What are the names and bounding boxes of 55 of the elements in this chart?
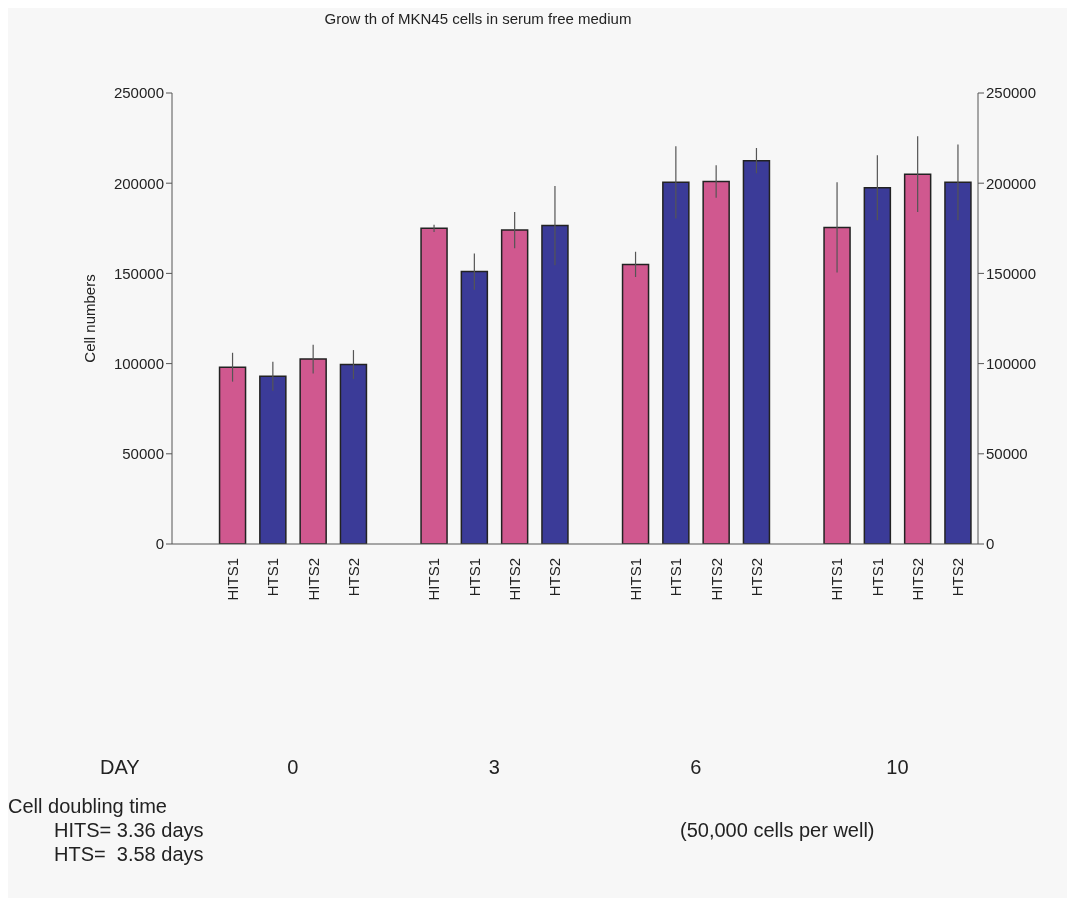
y-tick-label: 200000 <box>113 174 164 192</box>
text: Cell doubling time <box>8 795 167 818</box>
text: 3 <box>487 756 501 779</box>
y2-tick-label: 100000 <box>986 354 1037 372</box>
text: (50,000 cells per well) <box>680 819 875 842</box>
x-tick-label: HTS2 <box>747 558 765 597</box>
y-tick-label: 0 <box>155 535 164 553</box>
bar <box>541 224 569 544</box>
y2-tick-label: 250000 <box>986 84 1037 102</box>
y2-tick-label: 150000 <box>986 264 1037 282</box>
x-tick-label: HITS2 <box>506 558 524 601</box>
bar <box>299 358 327 544</box>
bar <box>823 226 851 544</box>
bar <box>500 229 529 544</box>
chart-title: Grow th of MKN45 cells in serum free medium <box>323 10 633 27</box>
text: DAY <box>100 756 140 779</box>
y-axis-title: Cell numbers <box>81 274 99 363</box>
x-tick-label: HITS1 <box>828 558 846 601</box>
bar <box>259 375 287 544</box>
bar <box>903 173 932 544</box>
x-tick-label: HTS2 <box>344 558 362 597</box>
x-tick-label: HTS1 <box>868 558 886 597</box>
y2-tick-label: 50000 <box>986 445 1028 463</box>
x-tick-label: HITS2 <box>909 558 927 601</box>
y-tick-label: 250000 <box>113 84 164 102</box>
y2-tick-label: 200000 <box>986 174 1037 192</box>
x-tick-label: HITS2 <box>707 558 725 601</box>
text: 10 <box>885 756 910 779</box>
bar <box>944 181 972 544</box>
x-tick-label: HITS1 <box>425 558 443 601</box>
bar <box>339 363 368 544</box>
x-tick-label: HTS1 <box>465 558 483 597</box>
text: 6 <box>689 756 703 779</box>
text: HTS= 3.58 days <box>54 843 204 866</box>
x-tick-label: HITS2 <box>304 558 322 601</box>
x-tick-label: HTS2 <box>546 558 564 597</box>
text: HITS= 3.36 days <box>54 819 204 842</box>
x-tick-label: HTS1 <box>264 558 282 597</box>
bar <box>702 180 730 544</box>
bar <box>460 270 489 544</box>
x-tick-label: HTS2 <box>949 558 967 597</box>
bar <box>621 263 650 544</box>
y2-tick-label: 0 <box>986 535 995 553</box>
y-tick-label: 50000 <box>122 445 164 463</box>
bar <box>218 366 247 544</box>
y-tick-label: 150000 <box>113 264 164 282</box>
y-tick-label: 100000 <box>113 354 164 372</box>
bar <box>863 186 892 544</box>
x-tick-label: HTS1 <box>667 558 685 597</box>
bar <box>420 227 448 544</box>
bar <box>742 159 771 544</box>
text: 0 <box>286 756 300 779</box>
bar <box>662 181 690 544</box>
x-tick-label: HITS1 <box>626 558 644 601</box>
x-tick-label: HITS1 <box>223 558 241 601</box>
